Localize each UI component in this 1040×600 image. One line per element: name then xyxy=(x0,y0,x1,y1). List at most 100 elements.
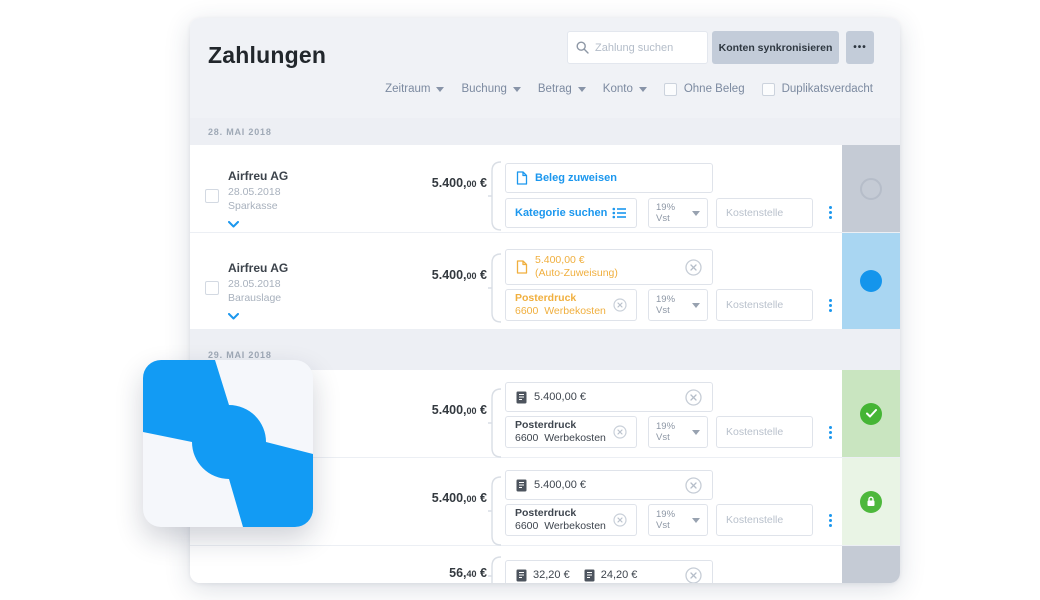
category-account: Werbekosten xyxy=(544,520,606,532)
chevron-down-icon xyxy=(638,86,647,92)
row-menu-icon[interactable] xyxy=(823,514,837,527)
status-cell xyxy=(842,458,900,545)
category-search-button[interactable]: Kategorie suchen xyxy=(505,198,637,228)
logo-ribbon-icon xyxy=(143,360,313,527)
assigned-receipt[interactable]: 5.400,00 € (Auto-Zuweisung) xyxy=(505,249,713,285)
clear-category-icon[interactable] xyxy=(613,513,627,527)
checkbox[interactable] xyxy=(663,82,677,96)
filter-buchung[interactable]: Buchung xyxy=(461,83,521,95)
costcenter-input[interactable] xyxy=(717,505,812,535)
checkbox[interactable] xyxy=(761,82,775,96)
checkbox-label: Duplikatsverdacht xyxy=(781,83,873,95)
receipt-amount: 5.400,00 € xyxy=(534,479,586,491)
expand-chevron-icon[interactable] xyxy=(228,307,239,325)
status-cell xyxy=(842,233,900,329)
remove-receipt-icon[interactable] xyxy=(685,566,702,583)
assigned-receipt[interactable]: 5.400,00 € xyxy=(505,470,713,500)
assign-receipt-button[interactable]: Beleg zuweisen xyxy=(505,163,713,193)
costcenter-input[interactable] xyxy=(717,199,812,227)
category-code: 6600 xyxy=(515,432,539,444)
row-menu-icon[interactable] xyxy=(823,206,837,219)
date-group-label: 28. MAI 2018 xyxy=(208,127,272,137)
filter-label: Zeitraum xyxy=(385,83,431,95)
category-field[interactable]: Posterdruck 6600 Werbekosten xyxy=(505,416,637,448)
row-checkbox[interactable] xyxy=(205,281,219,295)
costcenter-input[interactable] xyxy=(717,417,812,447)
clear-category-icon[interactable] xyxy=(613,298,627,312)
vat-select[interactable]: 19% Vst xyxy=(648,504,708,536)
status-locked-icon xyxy=(860,490,882,513)
filter-bar: Zeitraum Buchung Betrag Konto Ohn xyxy=(385,80,873,98)
chevron-down-icon xyxy=(692,517,700,523)
row-menu-icon[interactable] xyxy=(823,426,837,439)
chevron-down-icon xyxy=(692,210,700,216)
row-checkbox[interactable] xyxy=(205,189,219,203)
remove-receipt-icon[interactable] xyxy=(685,476,702,494)
category-account: Werbekosten xyxy=(544,305,606,317)
assigned-receipts[interactable]: 32,20 € 24,20 € xyxy=(505,560,713,583)
sync-accounts-button[interactable]: Konten synkronisieren xyxy=(712,31,839,64)
category-field[interactable]: Posterdruck 6600 Werbekosten xyxy=(505,504,637,536)
costcenter-field xyxy=(716,289,813,321)
receipt-amount: 5.400,00 € xyxy=(535,254,585,266)
search-input[interactable] xyxy=(595,41,699,54)
filter-ohne-beleg[interactable]: Ohne Beleg xyxy=(663,82,745,96)
expand-chevron-icon[interactable] xyxy=(228,215,239,233)
status-active-icon xyxy=(860,270,882,292)
receipt-amount: 5.400,00 € xyxy=(534,391,586,403)
row-menu-icon[interactable] xyxy=(823,299,837,312)
category-field[interactable]: Posterdruck 6600 Werbekosten xyxy=(505,289,637,321)
payment-row: Airfreu AG 28.05.2018 Barauslage 5.400,0… xyxy=(190,233,900,330)
remove-receipt-icon[interactable] xyxy=(685,258,702,276)
status-cell xyxy=(842,145,900,232)
app-logo xyxy=(143,360,313,527)
more-actions-button[interactable]: ••• xyxy=(846,31,874,64)
filter-label: Buchung xyxy=(461,83,507,95)
category-name: Posterdruck xyxy=(515,419,577,431)
payee-name: Airfreu AG xyxy=(228,169,289,183)
filter-label: Konto xyxy=(602,83,633,95)
filter-betrag[interactable]: Betrag xyxy=(538,83,586,95)
status-cell xyxy=(842,370,900,457)
costcenter-input[interactable] xyxy=(717,290,812,320)
document-icon xyxy=(516,171,528,185)
category-code: 6600 xyxy=(515,520,539,532)
clear-category-icon[interactable] xyxy=(613,425,627,439)
payment-date: 28.05.2018 xyxy=(228,278,281,290)
vat-select[interactable]: 19% Vst xyxy=(648,198,708,228)
costcenter-field xyxy=(716,198,813,228)
chevron-down-icon xyxy=(512,86,521,92)
filter-label: Betrag xyxy=(537,83,572,95)
assigned-receipt[interactable]: 5.400,00 € xyxy=(505,382,713,412)
vat-select[interactable]: 19% Vst xyxy=(648,289,708,321)
checkbox-label: Ohne Beleg xyxy=(683,83,745,95)
category-search-label: Kategorie suchen xyxy=(515,207,608,219)
filter-zeitraum[interactable]: Zeitraum xyxy=(385,83,445,95)
remove-receipt-icon[interactable] xyxy=(685,388,702,406)
category-code: 6600 xyxy=(515,305,539,317)
filter-duplikatsverdacht[interactable]: Duplikatsverdacht xyxy=(761,82,873,96)
payment-row: 56,40 € 32,20 € 24,20 € xyxy=(190,546,900,583)
receipt-amount: 32,20 € xyxy=(533,569,570,581)
chevron-down-icon xyxy=(692,302,700,308)
payment-row: Airfreu AG 28.05.2018 Sparkasse 5.400,00… xyxy=(190,145,900,233)
search-icon xyxy=(576,41,589,54)
bracket-decoration xyxy=(488,476,502,551)
chevron-down-icon xyxy=(436,86,445,92)
status-done-icon xyxy=(860,402,882,425)
filter-konto[interactable]: Konto xyxy=(603,83,647,95)
receipt-chip[interactable]: 24,20 € xyxy=(584,569,638,582)
payment-amount: 5.400,00 € xyxy=(431,491,487,505)
panel-header: Zahlungen Konten synkronisieren ••• Zeit… xyxy=(190,18,900,118)
assign-receipt-label: Beleg zuweisen xyxy=(535,172,617,184)
vat-select[interactable]: 19% Vst xyxy=(648,416,708,448)
costcenter-field xyxy=(716,416,813,448)
status-cell xyxy=(842,546,900,583)
receipt-amount: 24,20 € xyxy=(600,569,638,581)
payment-amount: 56,40 € xyxy=(449,566,487,580)
payment-account: Sparkasse xyxy=(228,200,278,212)
receipt-chip[interactable]: 32,20 € xyxy=(516,569,570,582)
category-account: Werbekosten xyxy=(544,432,606,444)
date-group-header: 28. MAI 2018 xyxy=(190,118,900,145)
